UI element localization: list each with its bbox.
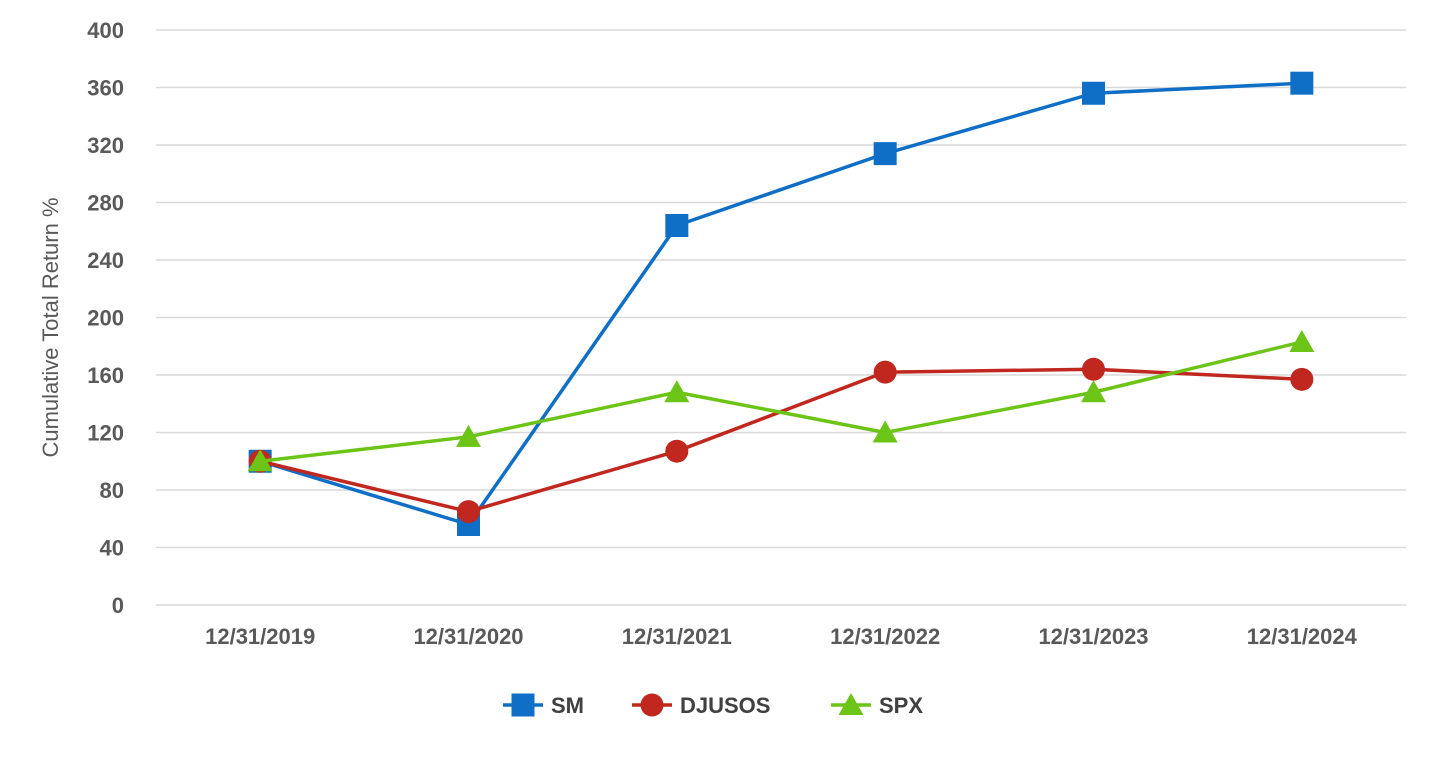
y-axis-title: Cumulative Total Return % <box>38 197 63 457</box>
series-spx <box>247 329 1315 472</box>
y-tick-label: 160 <box>87 363 124 388</box>
data-point-sm <box>1082 81 1105 105</box>
data-point-djusos <box>1082 357 1105 381</box>
data-point-spx <box>1289 329 1315 352</box>
series-sm <box>248 71 1314 536</box>
x-tick-label: 12/31/2021 <box>622 624 732 649</box>
y-tick-label: 200 <box>87 306 124 331</box>
legend-label-spx: SPX <box>879 693 923 718</box>
legend-label-djusos: DJUSOS <box>680 693 770 718</box>
data-point-djusos <box>1290 367 1314 391</box>
legend-label-sm: SM <box>551 693 584 718</box>
data-point-spx <box>1081 380 1106 403</box>
y-tick-label: 400 <box>87 18 124 43</box>
legend-item-sm: SM <box>503 693 584 718</box>
data-point-sm <box>665 214 689 237</box>
data-point-djusos <box>873 360 897 384</box>
series-line-sm <box>259 81 1302 527</box>
series-lines <box>247 71 1315 536</box>
data-point-spx <box>247 449 273 472</box>
y-tick-label: 320 <box>87 133 124 158</box>
x-tick-label: 12/31/2019 <box>205 624 315 649</box>
data-point-spx <box>664 380 690 403</box>
y-tick-label: 360 <box>87 76 124 101</box>
y-tick-label: 0 <box>112 593 124 618</box>
data-point-djusos <box>457 500 480 524</box>
y-tick-label: 80 <box>100 478 124 503</box>
y-tick-label: 240 <box>87 248 124 273</box>
data-point-sm <box>1290 71 1314 95</box>
series-line-spx <box>259 340 1303 463</box>
x-axis-tick-labels: 12/31/2019 12/31/2020 12/31/2021 12/31/2022… <box>205 624 1358 649</box>
y-tick-label: 280 <box>87 191 124 216</box>
y-axis-tick-labels: 0 40 80 120 160 200 240 280 320 360 400 <box>87 18 124 618</box>
legend-marker-sm <box>511 693 535 717</box>
x-tick-label: 12/31/2020 <box>413 624 523 649</box>
series-djusos <box>248 357 1314 524</box>
legend-item-djusos: DJUSOS <box>632 693 770 718</box>
legend-item-spx: SPX <box>831 693 923 718</box>
data-point-spx <box>872 420 898 443</box>
data-point-djusos <box>665 439 689 463</box>
legend: SM DJUSOS SPX <box>503 693 923 718</box>
y-tick-label: 120 <box>87 421 124 446</box>
x-tick-label: 12/31/2023 <box>1038 624 1148 649</box>
data-point-sm <box>873 142 897 166</box>
legend-marker-spx <box>838 693 864 715</box>
x-tick-label: 12/31/2022 <box>830 624 940 649</box>
legend-marker-djusos <box>640 693 664 717</box>
x-tick-label: 12/31/2024 <box>1247 624 1358 649</box>
gridlines <box>156 29 1406 606</box>
y-tick-label: 40 <box>100 536 124 561</box>
data-point-spx <box>456 424 481 447</box>
